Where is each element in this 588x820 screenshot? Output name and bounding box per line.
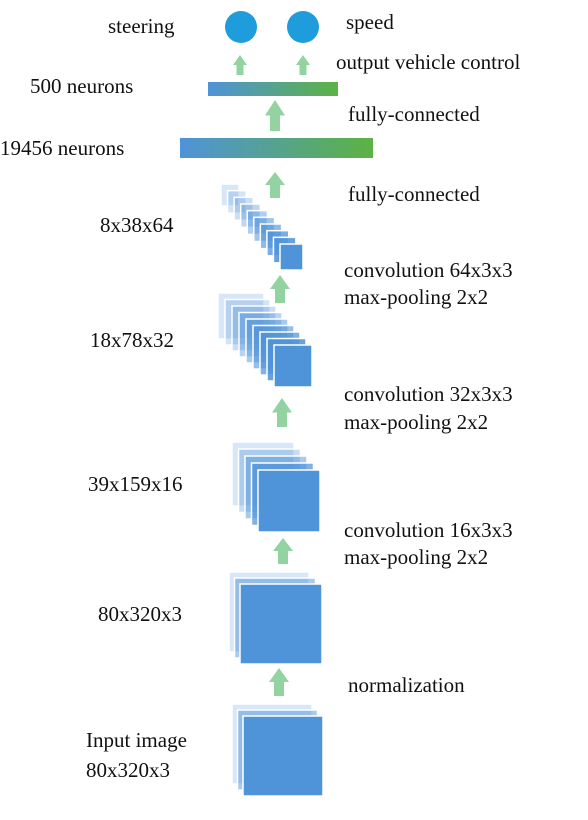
conv3-feature-stack — [220, 183, 304, 271]
conv2-size-label: 18x78x32 — [90, 328, 174, 352]
conv1-op-line1: convolution 16x3x3 — [344, 518, 513, 542]
conv2-up-arrow — [272, 398, 292, 427]
input-image-label: Input image — [86, 728, 187, 752]
feature-map-slice — [273, 344, 313, 388]
fc19456-op-label: fully-connected — [348, 182, 480, 206]
speed-output-node — [287, 11, 319, 43]
fc500-size-label: 500 neurons — [30, 74, 134, 98]
steering-label: steering — [108, 14, 175, 38]
feature-map-slice — [239, 583, 323, 665]
conv3-op-line2: max-pooling 2x2 — [344, 285, 489, 309]
steering-output-node — [225, 11, 257, 43]
conv3-up-arrow — [270, 275, 290, 303]
feature-map-slice — [257, 469, 321, 533]
conv2-feature-stack — [217, 292, 313, 388]
conv3-size-label: 8x38x64 — [100, 213, 174, 237]
fc500-up-arrow — [265, 100, 285, 131]
steering-up-arrow — [233, 55, 247, 75]
fc500-bar — [208, 82, 338, 96]
speed-up-arrow — [296, 55, 310, 75]
normalized-stack — [228, 571, 323, 665]
output-vehicle-control-label: output vehicle control — [336, 50, 521, 74]
feature-map-slice — [242, 715, 324, 797]
fc19456-size-label: 19456 neurons — [0, 136, 125, 160]
conv2-op-line1: convolution 32x3x3 — [344, 382, 513, 406]
conv1-op-line2: max-pooling 2x2 — [344, 545, 489, 569]
fc500-op-label: fully-connected — [348, 102, 480, 126]
conv2-op-line2: max-pooling 2x2 — [344, 410, 489, 434]
normalization-op-label: normalization — [348, 673, 465, 697]
conv1-up-arrow — [273, 538, 293, 564]
fc19456-bar — [180, 138, 373, 158]
input-image-stack — [231, 703, 324, 797]
fc19456-up-arrow — [265, 172, 285, 198]
feature-map-slice — [233, 196, 254, 221]
feature-map-slice — [279, 243, 304, 271]
input-size-label: 80x320x3 — [86, 758, 170, 782]
conv3-op-line1: convolution 64x3x3 — [344, 258, 513, 282]
conv1-size-label: 39x159x16 — [88, 472, 183, 496]
normalized-size-label: 80x320x3 — [98, 602, 182, 626]
speed-label: speed — [346, 10, 394, 34]
conv1-feature-stack — [231, 441, 321, 533]
normalization-up-arrow — [269, 668, 289, 696]
feature-map-slice — [226, 189, 247, 214]
